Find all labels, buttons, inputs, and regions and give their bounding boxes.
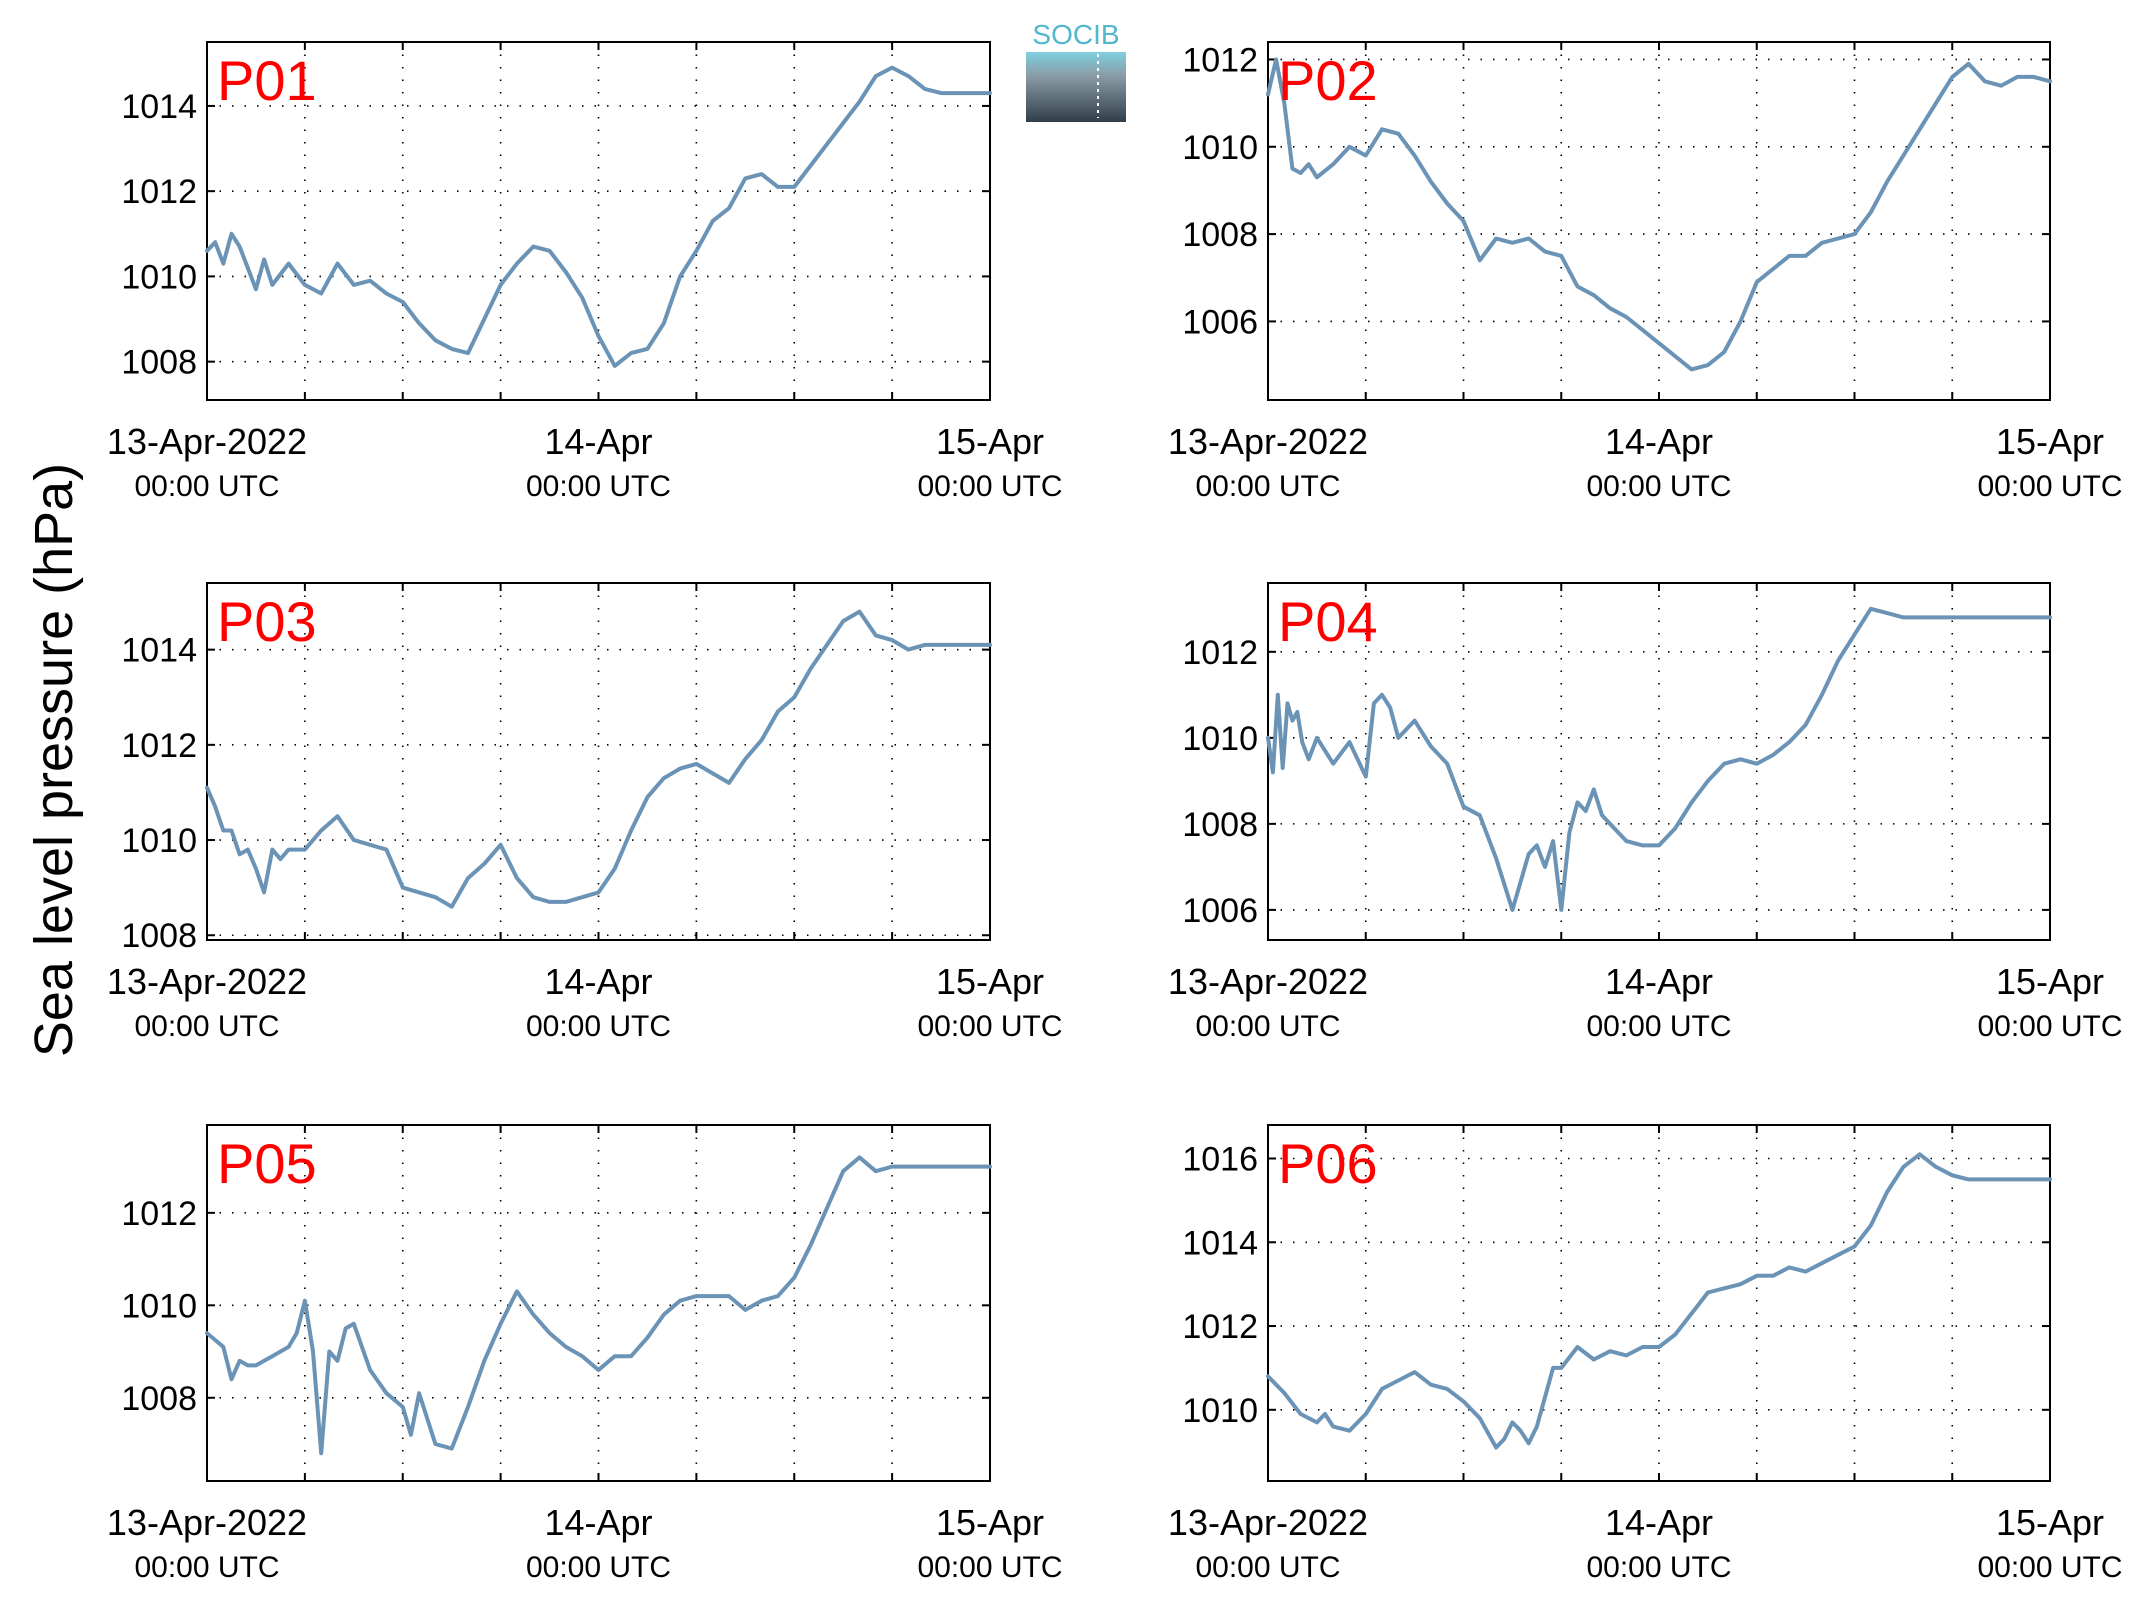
- x-tick-sublabel: 00:00 UTC: [917, 470, 1062, 503]
- plot-frame: [206, 582, 991, 941]
- x-tick-sublabel: 00:00 UTC: [1195, 470, 1340, 503]
- x-tick-sublabel: 00:00 UTC: [917, 1551, 1062, 1584]
- x-tick-sublabel: 00:00 UTC: [1977, 1551, 2122, 1584]
- panel-p05: 1008 1010 1012 13-Apr-2022 00:00 UTC 14-Apr 00…: [107, 1124, 1063, 1584]
- y-axis-label: Sea level pressure (hPa): [24, 463, 84, 1057]
- x-tick-sublabel: 00:00 UTC: [526, 1010, 671, 1043]
- socib-logo-text: SOCIB: [1032, 19, 1119, 50]
- x-tick-sublabel: 00:00 UTC: [1977, 1010, 2122, 1043]
- x-tick-label: 13-Apr-2022: [107, 961, 307, 1002]
- panel-p01: 1008 1010 1012 1014 13-Apr-2022 00:00 UTC 14-A…: [107, 41, 1063, 503]
- series-line-p05: [205, 1155, 992, 1456]
- x-tick-label: 14-Apr: [1605, 961, 1713, 1002]
- x-tick-label: 15-Apr: [936, 1502, 1044, 1543]
- plot-frame: [1267, 41, 2051, 401]
- panel-title: P06: [1278, 1132, 1378, 1195]
- panel-p06: 1010 1012 1014 1016 13-Apr-2022 00:00 UTC 14-A…: [1168, 1124, 2123, 1584]
- panel-title: P05: [217, 1132, 317, 1195]
- y-tick-label: 1006: [1182, 892, 1258, 930]
- x-tick-sublabel: 00:00 UTC: [526, 470, 671, 503]
- x-tick-label: 13-Apr-2022: [107, 1502, 307, 1543]
- y-tick-label: 1012: [1182, 41, 1258, 79]
- y-tick-label: 1012: [121, 1195, 197, 1233]
- panels: 1008 1010 1012 1014 13-Apr-2022 00:00 UTC 14-A…: [107, 41, 2123, 1584]
- x-tick-sublabel: 00:00 UTC: [1195, 1010, 1340, 1043]
- y-tick-label: 1012: [121, 173, 197, 211]
- x-tick-sublabel: 00:00 UTC: [1586, 1551, 1731, 1584]
- y-tick-label: 1010: [1182, 1392, 1258, 1430]
- x-tick-label: 14-Apr: [544, 1502, 652, 1543]
- socib-logo: SOCIB: [1026, 18, 1126, 122]
- panel-title: P03: [217, 590, 317, 653]
- x-tick-label: 15-Apr: [1996, 961, 2104, 1002]
- plot-frame: [206, 41, 991, 401]
- x-tick-label: 14-Apr: [1605, 1502, 1713, 1543]
- x-tick-sublabel: 00:00 UTC: [1586, 470, 1731, 503]
- x-tick-sublabel: 00:00 UTC: [134, 470, 279, 503]
- y-tick-label: 1008: [121, 1380, 197, 1418]
- plot-frame: [1267, 582, 2051, 941]
- y-tick-label: 1014: [121, 88, 197, 126]
- y-tick-label: 1014: [121, 632, 197, 670]
- series-line-p02: [1266, 57, 2052, 372]
- y-tick-label: 1010: [121, 1287, 197, 1325]
- x-tick-sublabel: 00:00 UTC: [526, 1551, 671, 1584]
- panel-title: P02: [1278, 49, 1378, 112]
- panel-title: P01: [217, 49, 317, 112]
- x-tick-label: 15-Apr: [1996, 1502, 2104, 1543]
- panel-p03: 1008 1010 1012 1014 13-Apr-2022 00:00 UTC 14-A…: [107, 582, 1063, 1043]
- series-line-p03: [205, 609, 992, 909]
- x-tick-label: 13-Apr-2022: [1168, 961, 1368, 1002]
- x-tick-label: 15-Apr: [936, 421, 1044, 462]
- x-tick-sublabel: 00:00 UTC: [1977, 470, 2122, 503]
- x-tick-label: 14-Apr: [544, 421, 652, 462]
- y-tick-label: 1008: [121, 344, 197, 382]
- y-tick-label: 1010: [121, 258, 197, 296]
- series-line-p06: [1266, 1152, 2052, 1450]
- series-line-p04: [1266, 606, 2052, 912]
- x-tick-sublabel: 00:00 UTC: [917, 1010, 1062, 1043]
- panel-title: P04: [1278, 590, 1378, 653]
- x-tick-label: 15-Apr: [1996, 421, 2104, 462]
- x-tick-sublabel: 00:00 UTC: [134, 1010, 279, 1043]
- x-tick-label: 15-Apr: [936, 961, 1044, 1002]
- series-line-p01: [205, 65, 992, 368]
- plot-frame: [1267, 1124, 2051, 1482]
- x-tick-sublabel: 00:00 UTC: [1195, 1551, 1340, 1584]
- y-tick-label: 1010: [1182, 129, 1258, 167]
- y-tick-label: 1012: [121, 727, 197, 765]
- panel-p02: 1006 1008 1010 1012 13-Apr-2022 00:00 UTC 14-A…: [1168, 41, 2123, 503]
- panel-p04: 1006 1008 1010 1012 13-Apr-2022 00:00 UTC 14-A…: [1168, 582, 2123, 1043]
- x-tick-label: 14-Apr: [1605, 421, 1713, 462]
- x-tick-label: 13-Apr-2022: [1168, 421, 1368, 462]
- y-tick-label: 1012: [1182, 1308, 1258, 1346]
- y-tick-label: 1008: [1182, 806, 1258, 844]
- x-tick-sublabel: 00:00 UTC: [134, 1551, 279, 1584]
- x-tick-sublabel: 00:00 UTC: [1586, 1010, 1731, 1043]
- x-tick-label: 13-Apr-2022: [1168, 1502, 1368, 1543]
- y-tick-label: 1010: [1182, 720, 1258, 758]
- x-tick-label: 13-Apr-2022: [107, 421, 307, 462]
- y-tick-label: 1016: [1182, 1141, 1258, 1179]
- y-tick-label: 1006: [1182, 303, 1258, 341]
- y-tick-label: 1012: [1182, 634, 1258, 672]
- x-tick-label: 14-Apr: [544, 961, 652, 1002]
- y-tick-label: 1008: [121, 917, 197, 955]
- y-tick-label: 1008: [1182, 216, 1258, 254]
- y-tick-label: 1014: [1182, 1224, 1258, 1262]
- y-tick-label: 1010: [121, 822, 197, 860]
